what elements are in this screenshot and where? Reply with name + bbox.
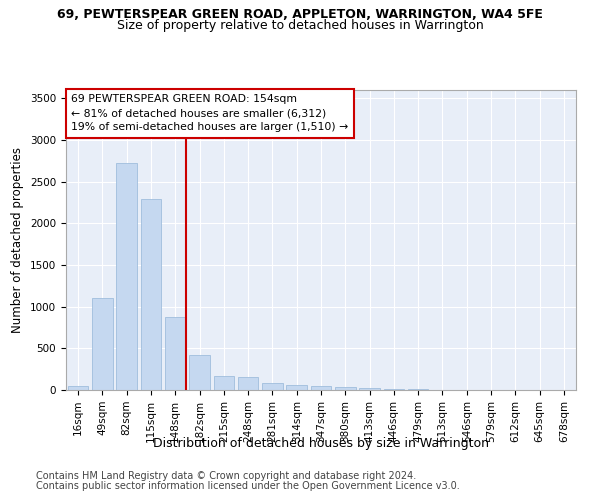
Bar [286,385,307,390]
Bar [359,388,380,390]
Text: 69 PEWTERSPEAR GREEN ROAD: 154sqm
← 81% of detached houses are smaller (6,312)
1: 69 PEWTERSPEAR GREEN ROAD: 154sqm ← 81% … [71,94,349,132]
Text: Contains public sector information licensed under the Open Government Licence v3: Contains public sector information licen… [36,481,460,491]
Bar [214,376,234,390]
Text: Distribution of detached houses by size in Warrington: Distribution of detached houses by size … [153,438,489,450]
Bar [189,355,210,390]
Text: 69, PEWTERSPEAR GREEN ROAD, APPLETON, WARRINGTON, WA4 5FE: 69, PEWTERSPEAR GREEN ROAD, APPLETON, WA… [57,8,543,20]
Bar [311,386,331,390]
Bar [238,377,259,390]
Bar [68,386,88,390]
Bar [116,162,137,390]
Y-axis label: Number of detached properties: Number of detached properties [11,147,25,333]
Bar [262,382,283,390]
Bar [140,199,161,390]
Bar [92,298,113,390]
Bar [335,387,356,390]
Text: Size of property relative to detached houses in Warrington: Size of property relative to detached ho… [116,19,484,32]
Bar [408,389,428,390]
Text: Contains HM Land Registry data © Crown copyright and database right 2024.: Contains HM Land Registry data © Crown c… [36,471,416,481]
Bar [165,316,185,390]
Bar [383,389,404,390]
